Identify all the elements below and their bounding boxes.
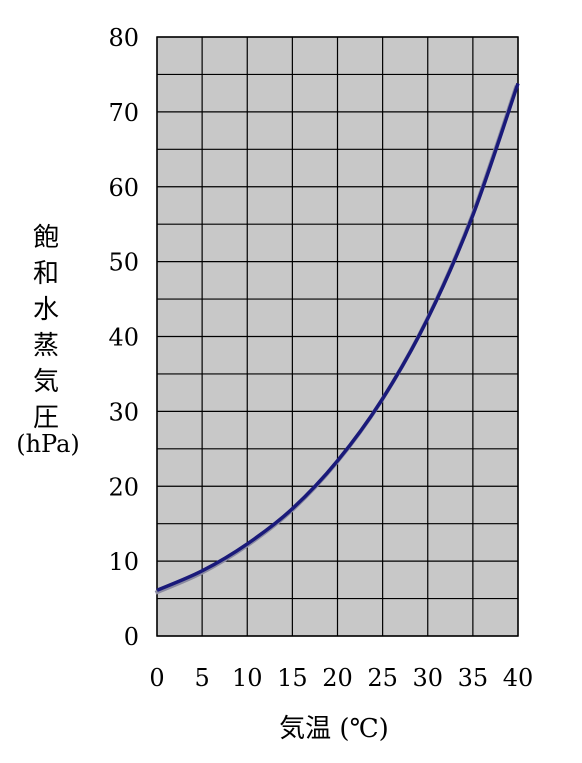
series-line-path-0 xyxy=(156,82,520,592)
x-tick-label: 20 xyxy=(322,664,353,692)
x-tick-label: 10 xyxy=(232,664,263,692)
y-tick-label: 20 xyxy=(108,473,139,501)
y-tick-label: 0 xyxy=(124,623,139,651)
y-axis-title-char-5: 圧 xyxy=(33,403,59,433)
y-axis-title-char-2: 水 xyxy=(33,295,59,325)
x-axis-title: 気温 (℃) xyxy=(279,714,389,744)
y-tick-label: 60 xyxy=(108,174,139,202)
x-tick-label: 35 xyxy=(458,664,489,692)
y-tick-label: 30 xyxy=(108,398,139,426)
y-axis-title-char-1: 和 xyxy=(33,259,59,289)
y-axis-title-char-3: 蒸 xyxy=(33,331,59,361)
y-axis-title-char-0: 飽 xyxy=(33,223,59,253)
y-tick-label: 50 xyxy=(108,249,139,277)
x-tick-label: 15 xyxy=(277,664,308,692)
x-tick-label: 0 xyxy=(149,664,164,692)
y-axis-title: 飽 和 水 蒸 気 圧 (hPa) xyxy=(16,223,80,458)
y-tick-label: 40 xyxy=(108,324,139,352)
series-line xyxy=(154,82,520,595)
x-tick-label: 5 xyxy=(194,664,209,692)
x-tick-labels: 0 5 10 15 20 25 30 35 40 xyxy=(149,664,533,692)
x-tick-label: 40 xyxy=(503,664,534,692)
y-axis-title-char-4: 気 xyxy=(33,367,59,397)
y-tick-label: 80 xyxy=(108,24,139,52)
y-tick-label: 70 xyxy=(108,99,139,127)
grid xyxy=(156,36,519,637)
x-tick-label: 30 xyxy=(412,664,443,692)
x-tick-label: 25 xyxy=(367,664,398,692)
y-axis-title-unit: (hPa) xyxy=(16,430,80,458)
y-tick-labels: 0 10 20 30 40 50 60 70 80 xyxy=(108,24,139,651)
y-tick-label: 10 xyxy=(108,548,139,576)
